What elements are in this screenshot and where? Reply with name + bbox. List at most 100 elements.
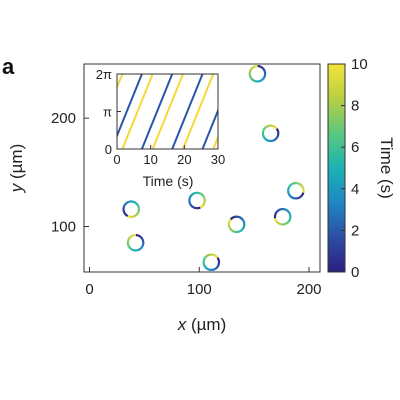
inset-phase-line bbox=[233, 74, 263, 149]
ring-segment bbox=[199, 205, 203, 209]
colorbar-ticks: 0 2 4 6 8 10 bbox=[341, 56, 368, 281]
ring-segment bbox=[124, 213, 128, 217]
ring-segment bbox=[190, 205, 194, 208]
ring-segment bbox=[189, 195, 192, 198]
data-point bbox=[227, 215, 246, 234]
ring-segment bbox=[228, 218, 232, 222]
ring-segment bbox=[274, 125, 277, 129]
ring-segment bbox=[128, 246, 132, 250]
ring-segment bbox=[288, 184, 292, 188]
ring-segment bbox=[203, 257, 206, 260]
ring-segment bbox=[274, 219, 278, 222]
ring-segment bbox=[288, 194, 292, 198]
ring-segment bbox=[264, 126, 267, 129]
inset-x-tick-label: 20 bbox=[177, 152, 191, 167]
ring-segment bbox=[259, 79, 262, 83]
ring-segment bbox=[228, 219, 231, 223]
ring-segment bbox=[198, 206, 201, 210]
ring-segment bbox=[262, 68, 266, 71]
ring-segment bbox=[249, 75, 252, 79]
colorbar-tick-label: 8 bbox=[351, 98, 359, 115]
ring-segment bbox=[189, 194, 193, 197]
y-axis-label: y (µm) bbox=[7, 144, 26, 194]
ring-segment bbox=[262, 128, 266, 131]
ring-segment bbox=[189, 203, 192, 206]
ring-segment bbox=[230, 229, 234, 232]
ring-segment bbox=[202, 202, 206, 205]
ring-segment bbox=[265, 138, 269, 142]
ring-segment bbox=[276, 221, 279, 224]
ring-segment bbox=[133, 214, 137, 218]
ring-segment bbox=[129, 247, 133, 251]
ring-segment bbox=[239, 216, 243, 220]
ring-segment bbox=[274, 126, 278, 130]
colorbar-label: Time (s) bbox=[377, 137, 396, 199]
ring-segment bbox=[301, 185, 304, 188]
ring-segment bbox=[139, 247, 143, 250]
ring-segment bbox=[191, 192, 195, 196]
ring-segment bbox=[200, 205, 204, 208]
ring-segment bbox=[216, 256, 220, 260]
data-point bbox=[188, 191, 206, 210]
ring-segment bbox=[239, 229, 243, 233]
ring-segment bbox=[141, 238, 144, 241]
inset-phase-line bbox=[244, 74, 274, 149]
ring-segment bbox=[127, 245, 131, 249]
plot-frame bbox=[83, 63, 321, 273]
ring-segment bbox=[122, 205, 126, 208]
ring-segment bbox=[125, 214, 129, 218]
ring-segment bbox=[202, 203, 206, 206]
inset-phase-line bbox=[182, 74, 215, 149]
ring-segment bbox=[249, 67, 253, 71]
ring-segment bbox=[274, 211, 278, 214]
ring-segment bbox=[137, 234, 141, 238]
data-point bbox=[248, 64, 267, 83]
ring-segment bbox=[261, 67, 265, 70]
ring-segment bbox=[137, 248, 140, 252]
ring-segment bbox=[207, 253, 210, 257]
y-tick-label: 200 bbox=[51, 110, 76, 127]
ring-segment bbox=[287, 192, 290, 195]
inset-x-axis-label: Time (s) bbox=[143, 173, 194, 189]
inset-x-tick-label: 0 bbox=[113, 152, 120, 167]
ring-segment bbox=[135, 203, 139, 206]
colorbar-tick-label: 0 bbox=[351, 264, 359, 281]
ring-segment bbox=[135, 213, 139, 216]
ring-segment bbox=[273, 138, 277, 142]
ring-segment bbox=[140, 246, 144, 249]
ring-segment bbox=[214, 267, 217, 271]
ring-segment bbox=[201, 204, 205, 207]
ring-segment bbox=[135, 202, 138, 205]
ring-segment bbox=[286, 221, 289, 225]
scatter-points bbox=[122, 64, 305, 272]
inset-phase-line bbox=[151, 74, 184, 149]
inset-x-ticks: 0 10 20 30 bbox=[113, 145, 225, 167]
ring-segment bbox=[190, 193, 194, 196]
ring-segment bbox=[238, 216, 242, 219]
colorbar-tick-label: 4 bbox=[351, 181, 359, 198]
y-tick-label: 100 bbox=[51, 219, 76, 236]
ring-segment bbox=[241, 227, 245, 231]
ring-segment bbox=[260, 78, 264, 82]
ring-segment bbox=[238, 229, 242, 233]
ring-segment bbox=[213, 268, 216, 271]
ring-segment bbox=[290, 196, 294, 199]
ring-segment bbox=[217, 258, 220, 261]
ring-segment bbox=[300, 194, 304, 197]
ring-segment bbox=[274, 137, 278, 141]
ring-segment bbox=[205, 266, 208, 270]
ring-segment bbox=[229, 228, 233, 232]
ring-segment bbox=[133, 200, 136, 204]
ring-segment bbox=[216, 264, 220, 268]
ring-segment bbox=[137, 210, 140, 214]
ring-segment bbox=[136, 212, 140, 215]
colorbar-tick-label: 10 bbox=[351, 56, 368, 73]
ring-segment bbox=[199, 192, 203, 196]
ring-segment bbox=[134, 213, 138, 217]
ring-segment bbox=[124, 202, 127, 206]
ring-segment bbox=[288, 218, 292, 222]
ring-segment bbox=[123, 211, 126, 215]
ring-segment bbox=[232, 229, 235, 233]
